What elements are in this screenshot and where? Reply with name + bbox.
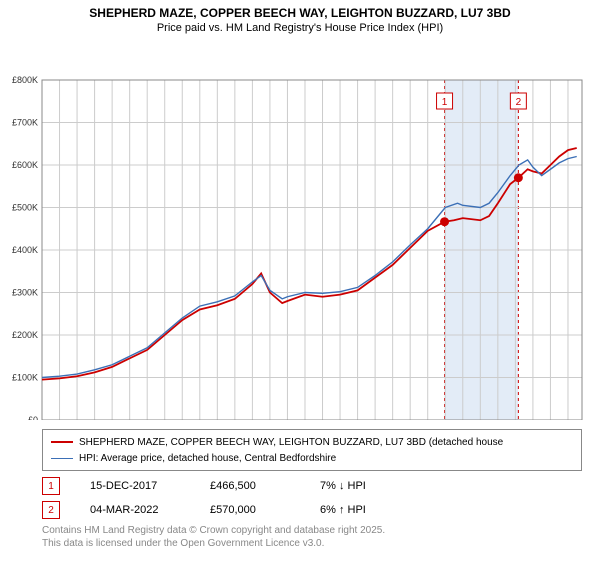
legend-item: SHEPHERD MAZE, COPPER BEECH WAY, LEIGHTO…	[51, 434, 573, 450]
event-date: 04-MAR-2022	[90, 504, 180, 516]
svg-text:£600K: £600K	[12, 160, 38, 170]
legend-label: SHEPHERD MAZE, COPPER BEECH WAY, LEIGHTO…	[79, 437, 503, 448]
event-row: 1 15-DEC-2017 £466,500 7% ↓ HPI	[42, 477, 590, 495]
chart-subtitle: Price paid vs. HM Land Registry's House …	[0, 22, 600, 34]
event-price: £466,500	[210, 480, 290, 492]
legend-box: SHEPHERD MAZE, COPPER BEECH WAY, LEIGHTO…	[42, 429, 582, 471]
legend-swatch	[51, 458, 73, 459]
svg-text:£0: £0	[28, 415, 38, 420]
license-line: Contains HM Land Registry data © Crown c…	[42, 525, 590, 538]
svg-text:1: 1	[442, 97, 448, 108]
svg-text:£400K: £400K	[12, 245, 38, 255]
event-badge: 1	[42, 477, 60, 495]
svg-text:£500K: £500K	[12, 203, 38, 213]
price-chart: £0 £100K £200K £300K £400K £500K £600K £700K £80…	[0, 34, 600, 420]
event-price: £570,000	[210, 504, 290, 516]
event-diff: 6% ↑ HPI	[320, 504, 366, 516]
svg-text:£200K: £200K	[12, 330, 38, 340]
svg-text:£300K: £300K	[12, 288, 38, 298]
svg-text:£800K: £800K	[12, 75, 38, 85]
license-text: Contains HM Land Registry data © Crown c…	[42, 525, 590, 550]
legend-swatch	[51, 441, 73, 443]
event-badge: 2	[42, 501, 60, 519]
chart-title: SHEPHERD MAZE, COPPER BEECH WAY, LEIGHTO…	[0, 6, 600, 20]
svg-text:£700K: £700K	[12, 118, 38, 128]
license-line: This data is licensed under the Open Gov…	[42, 538, 590, 551]
legend-label: HPI: Average price, detached house, Cent…	[79, 453, 336, 464]
event-diff: 7% ↓ HPI	[320, 480, 366, 492]
event-row: 2 04-MAR-2022 £570,000 6% ↑ HPI	[42, 501, 590, 519]
legend-item: HPI: Average price, detached house, Cent…	[51, 450, 573, 466]
event-date: 15-DEC-2017	[90, 480, 180, 492]
svg-text:£100K: £100K	[12, 373, 38, 383]
svg-text:2: 2	[516, 97, 522, 108]
